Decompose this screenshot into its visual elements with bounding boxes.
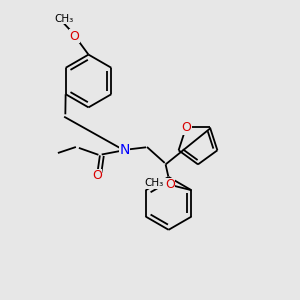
Text: O: O [69, 29, 79, 43]
Text: N: N [119, 143, 130, 157]
Text: CH₃: CH₃ [54, 14, 73, 24]
Text: O: O [165, 178, 175, 191]
Text: O: O [92, 169, 102, 182]
Text: O: O [181, 121, 191, 134]
Text: CH₃: CH₃ [145, 178, 164, 188]
